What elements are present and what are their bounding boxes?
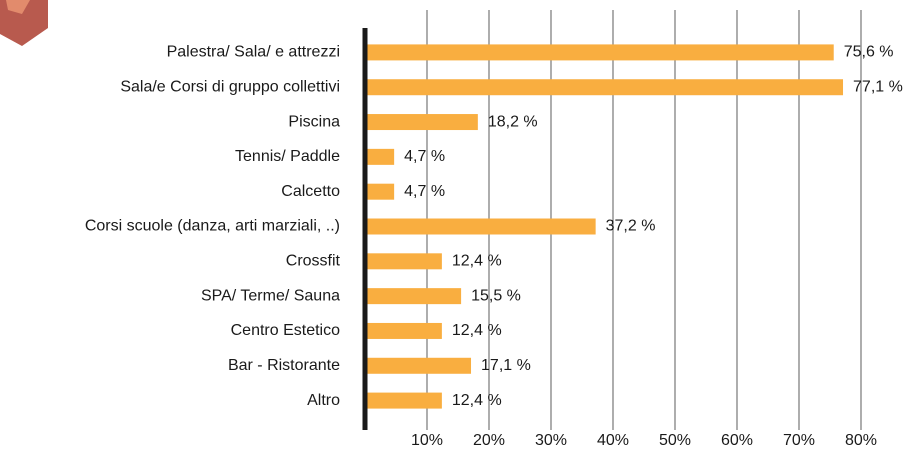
bar (365, 114, 478, 131)
y-tick-label: Bar - Ristorante (228, 357, 340, 374)
y-tick-label: Tennis/ Paddle (235, 148, 340, 165)
value-label: 4,7 % (404, 148, 445, 165)
value-label: 37,2 % (606, 218, 656, 235)
value-label: 4,7 % (404, 183, 445, 200)
y-tick-label: Calcetto (281, 183, 340, 200)
bar (365, 253, 442, 270)
y-tick-label: Corsi scuole (danza, arti marziali, ..) (85, 218, 340, 235)
value-label: 18,2 % (488, 113, 538, 130)
y-tick-label: Piscina (288, 113, 340, 130)
x-tick-label: 50% (659, 432, 691, 449)
value-label: 12,4 % (452, 322, 502, 339)
bar (365, 392, 442, 409)
x-tick-label: 10% (411, 432, 443, 449)
value-label: 75,6 % (844, 44, 894, 61)
value-label: 15,5 % (471, 287, 521, 304)
y-tick-label: Palestra/ Sala/ e attrezzi (167, 44, 340, 61)
x-tick-label: 70% (783, 432, 815, 449)
x-tick-label: 60% (721, 432, 753, 449)
bar (365, 218, 596, 235)
x-tick-label: 80% (845, 432, 877, 449)
x-tick-label: 20% (473, 432, 505, 449)
value-label: 12,4 % (452, 253, 502, 270)
bar (365, 357, 472, 374)
decoration (6, 0, 30, 14)
bar (365, 183, 395, 200)
bar (365, 79, 844, 96)
value-label: 17,1 % (481, 357, 531, 374)
value-label: 12,4 % (452, 392, 502, 409)
x-tick-label: 40% (597, 432, 629, 449)
y-tick-label: Centro Estetico (231, 322, 340, 339)
y-tick-label: Crossfit (286, 253, 341, 270)
bar (365, 44, 834, 61)
value-label: 77,1 % (853, 78, 903, 95)
decoration (0, 0, 48, 46)
bar (365, 288, 462, 305)
bar (365, 322, 442, 339)
bar (365, 148, 395, 165)
y-tick-label: SPA/ Terme/ Sauna (201, 287, 340, 304)
y-tick-label: Sala/e Corsi di gruppo collettivi (120, 78, 340, 95)
x-tick-label: 30% (535, 432, 567, 449)
y-tick-label: Altro (307, 392, 340, 409)
